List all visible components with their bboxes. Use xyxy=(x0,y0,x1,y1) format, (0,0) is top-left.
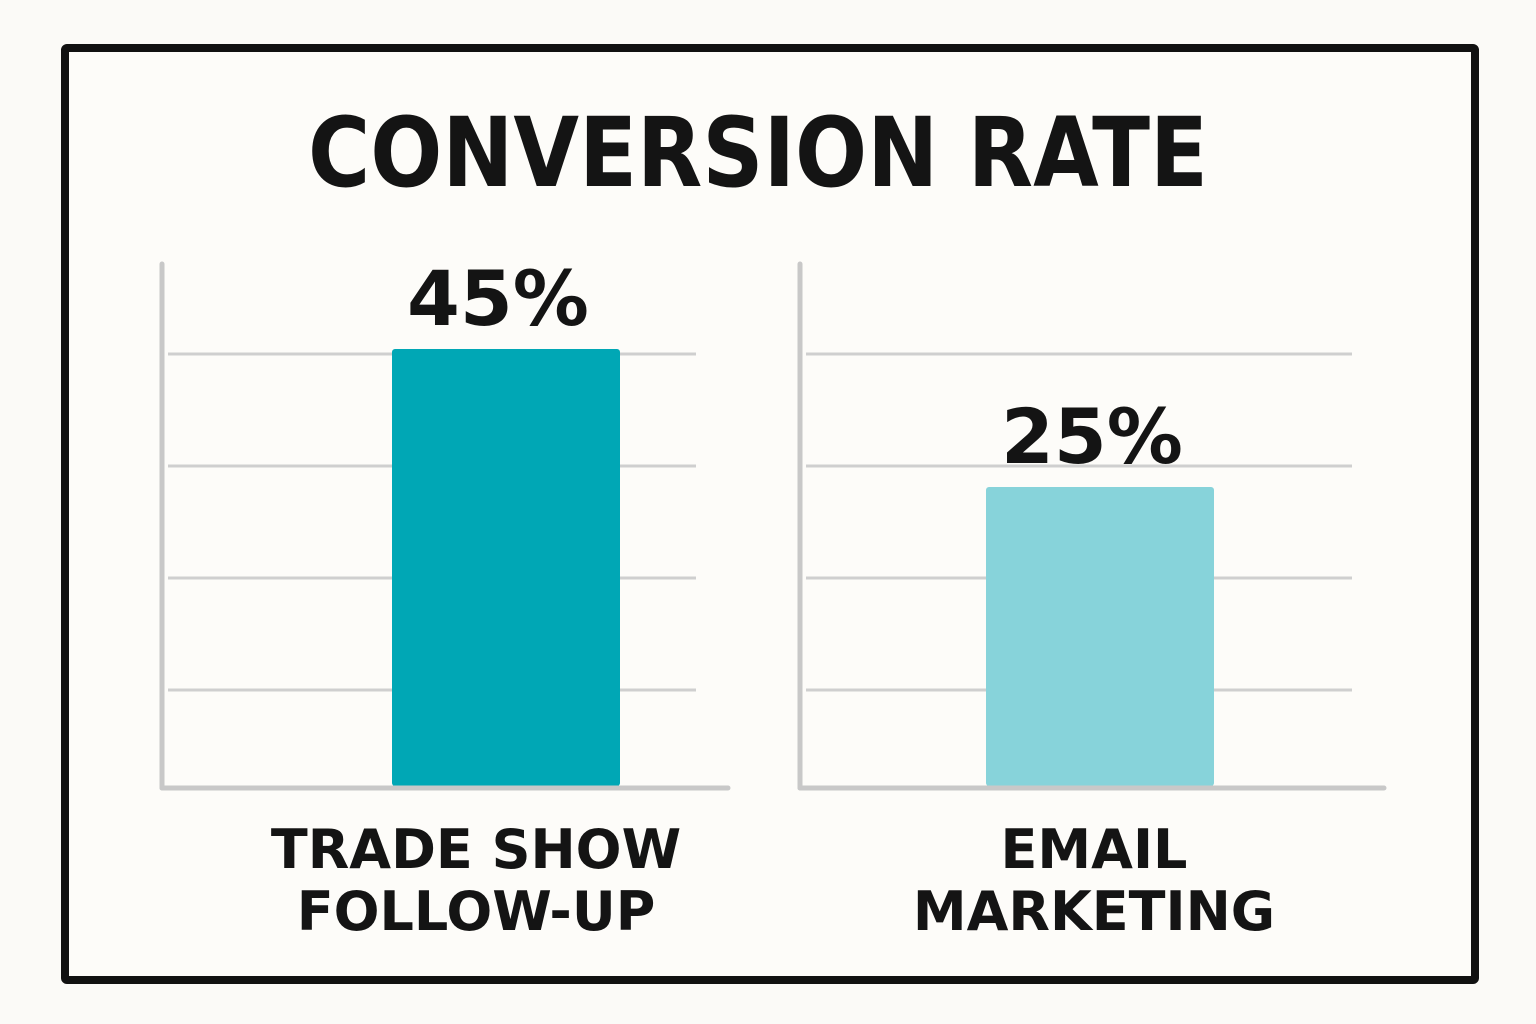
bar-1 xyxy=(392,349,620,786)
value-label-2: 25% xyxy=(1001,392,1183,481)
value-label-1: 45% xyxy=(407,254,589,343)
category-label-line: MARKETING xyxy=(913,880,1275,943)
chart-frame xyxy=(61,44,1479,984)
category-label-line: FOLLOW-UP xyxy=(297,880,656,943)
category-label-line: EMAIL xyxy=(1001,818,1188,881)
bar-2 xyxy=(986,487,1214,786)
chart-title: CONVERSION RATE xyxy=(308,97,1208,209)
category-label-line: TRADE SHOW xyxy=(271,818,681,881)
